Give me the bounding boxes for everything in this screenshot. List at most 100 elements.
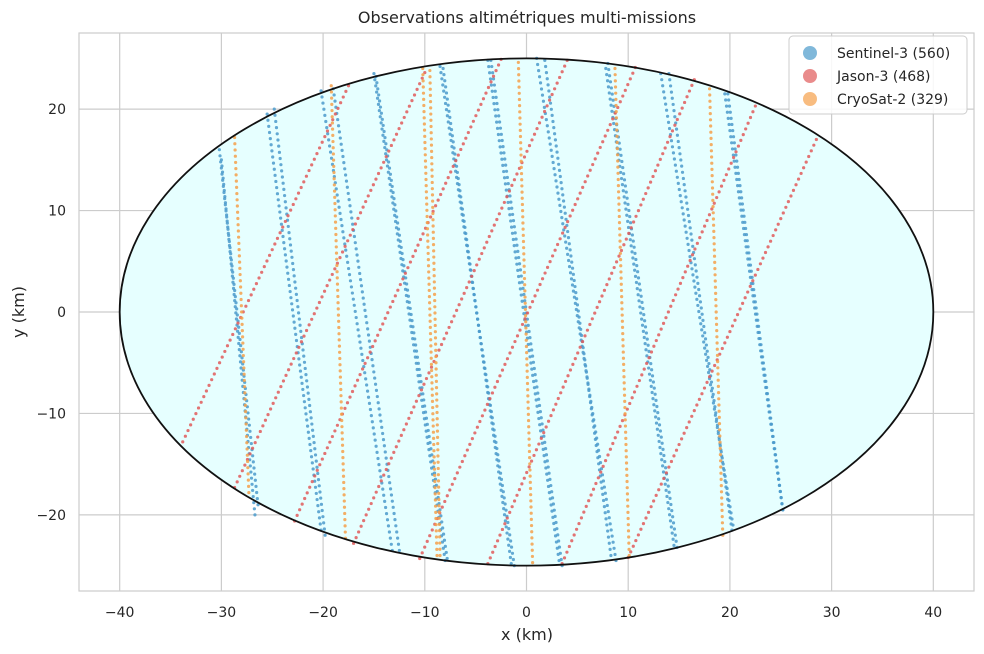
data-point <box>230 274 234 278</box>
data-point <box>247 490 251 495</box>
data-point <box>616 171 620 175</box>
data-point <box>267 253 272 257</box>
data-point <box>397 127 401 131</box>
data-point <box>566 252 570 256</box>
data-point <box>309 455 314 459</box>
data-point <box>483 366 487 371</box>
data-point <box>301 387 305 392</box>
data-point <box>380 117 384 121</box>
data-point <box>723 479 727 483</box>
data-point <box>725 110 729 114</box>
data-point <box>449 128 454 132</box>
data-point <box>527 443 531 447</box>
data-point <box>606 85 611 89</box>
data-point <box>248 452 252 456</box>
data-point <box>695 403 699 407</box>
data-point <box>718 446 722 450</box>
data-point <box>333 214 337 218</box>
data-point <box>386 160 391 164</box>
data-point <box>743 220 747 224</box>
data-point <box>371 364 375 368</box>
data-point <box>672 454 676 458</box>
data-point <box>521 233 525 237</box>
data-point <box>384 152 388 156</box>
data-point <box>624 430 628 434</box>
data-point <box>741 208 745 212</box>
data-point <box>455 471 459 475</box>
data-point <box>713 285 718 289</box>
data-point <box>394 524 398 528</box>
data-point <box>435 541 439 545</box>
data-point <box>507 543 511 547</box>
data-point <box>709 143 713 147</box>
data-point <box>558 551 562 555</box>
data-point <box>708 112 712 116</box>
data-point <box>386 170 390 174</box>
data-point <box>296 311 301 315</box>
data-point <box>430 180 434 185</box>
data-point <box>529 517 533 521</box>
data-point <box>376 456 380 461</box>
data-point <box>493 89 497 93</box>
data-point <box>281 225 285 229</box>
data-point <box>710 395 715 399</box>
data-point <box>493 544 497 549</box>
data-point <box>725 335 729 339</box>
data-point <box>583 334 587 338</box>
data-point <box>523 313 528 318</box>
data-point <box>647 366 651 370</box>
data-point <box>681 212 685 216</box>
data-point <box>429 350 433 354</box>
data-point <box>424 190 428 194</box>
data-point <box>694 291 698 295</box>
data-point <box>626 83 630 87</box>
data-point <box>618 245 622 249</box>
data-point <box>441 83 445 87</box>
data-point <box>342 487 346 491</box>
data-point <box>330 272 334 277</box>
data-point <box>386 524 391 528</box>
data-point <box>509 539 513 543</box>
data-point <box>528 486 533 491</box>
data-point <box>238 266 242 270</box>
data-point <box>242 372 246 376</box>
data-point <box>631 256 635 260</box>
data-point <box>324 119 328 124</box>
data-point <box>311 434 315 438</box>
data-point <box>496 63 501 67</box>
data-point <box>282 241 286 245</box>
data-point <box>428 75 432 79</box>
data-point <box>341 449 345 454</box>
data-point <box>532 366 536 371</box>
data-point <box>598 145 602 150</box>
data-point <box>554 520 558 525</box>
data-point <box>583 362 587 367</box>
data-point <box>706 355 710 359</box>
data-point <box>651 174 655 179</box>
data-point <box>468 442 472 446</box>
data-point <box>288 237 292 241</box>
data-point <box>508 351 512 355</box>
data-point <box>267 130 272 135</box>
data-point <box>373 438 377 442</box>
data-point <box>320 295 324 299</box>
data-point <box>501 490 505 494</box>
data-point <box>251 460 255 464</box>
data-point <box>335 263 339 268</box>
data-point <box>502 151 506 155</box>
data-point <box>427 371 431 375</box>
data-point <box>718 440 722 444</box>
data-point <box>392 511 396 516</box>
data-point <box>713 363 717 368</box>
data-point <box>442 89 446 93</box>
data-point <box>501 500 505 505</box>
data-point <box>489 409 493 414</box>
data-point <box>557 539 561 543</box>
data-point <box>729 135 733 139</box>
data-point <box>436 460 440 464</box>
data-point <box>700 328 704 332</box>
data-point <box>445 494 449 498</box>
data-point <box>233 305 237 309</box>
data-point <box>252 466 256 470</box>
data-point <box>738 307 742 311</box>
